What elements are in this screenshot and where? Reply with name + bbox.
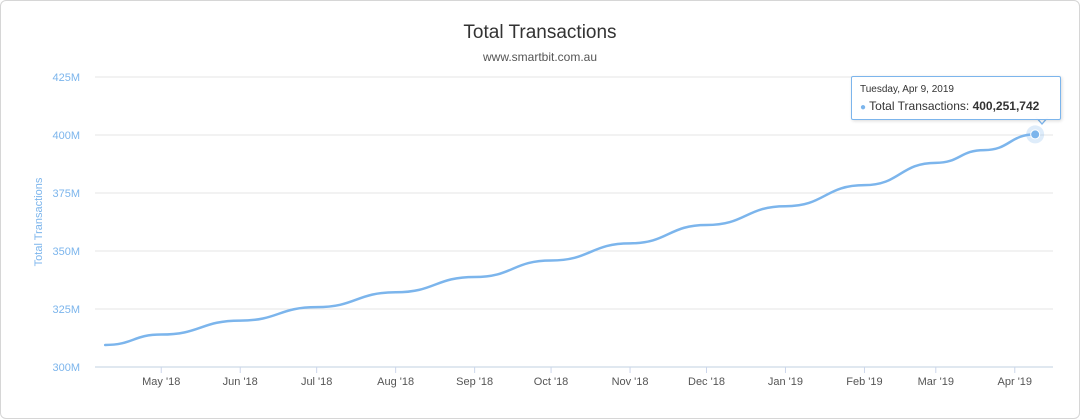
x-tick-label: Apr '19 <box>998 376 1033 388</box>
tooltip-bullet-icon: ● <box>860 102 867 113</box>
x-tick-label: Nov '18 <box>612 376 649 388</box>
series-line[interactable] <box>103 133 1037 347</box>
data-point[interactable] <box>1030 129 1041 140</box>
y-tick-label: 400M <box>52 130 80 142</box>
x-tick-label: Jan '19 <box>768 376 803 388</box>
x-tick-label: Jun '18 <box>223 376 258 388</box>
x-tick-label: Aug '18 <box>377 376 414 388</box>
y-axis-title: Total Transactions <box>33 177 45 266</box>
hover-marker <box>1026 125 1045 144</box>
tooltip-series-label: Total Transactions: <box>869 99 970 113</box>
y-tick-label: 375M <box>52 188 80 200</box>
grid-lines <box>95 76 1053 368</box>
tooltip-value: 400,251,742 <box>972 99 1040 113</box>
x-tick-label: Dec '18 <box>688 376 725 388</box>
x-tick-label: May '18 <box>142 376 180 388</box>
y-tick-label: 350M <box>52 246 80 258</box>
y-axis-ticks: 300M 325M 350M 375M 400M 425M <box>52 72 80 374</box>
y-tick-label: 300M <box>52 362 80 374</box>
x-tick-label: Feb '19 <box>846 376 882 388</box>
x-tick-label: Sep '18 <box>456 376 493 388</box>
tooltip-date: Tuesday, Apr 9, 2019 <box>860 84 954 95</box>
y-tick-label: 425M <box>52 72 80 84</box>
y-tick-label: 325M <box>52 304 80 316</box>
chart-title: Total Transactions <box>463 22 617 43</box>
x-axis-ticks: May '18 Jun '18 Jul '18 Aug '18 Sep '18 Oct '… <box>142 367 1032 388</box>
x-tick-label: Jul '18 <box>301 376 332 388</box>
x-tick-label: Mar '19 <box>918 376 954 388</box>
chart-subtitle: www.smartbit.com.au <box>482 50 598 64</box>
tooltip-line: ● Total Transactions: 400,251,742 <box>860 99 1039 113</box>
series-total-transactions <box>103 133 1037 347</box>
tooltip: Tuesday, Apr 9, 2019 ● Total Transaction… <box>851 76 1061 120</box>
x-tick-label: Oct '18 <box>534 376 569 388</box>
